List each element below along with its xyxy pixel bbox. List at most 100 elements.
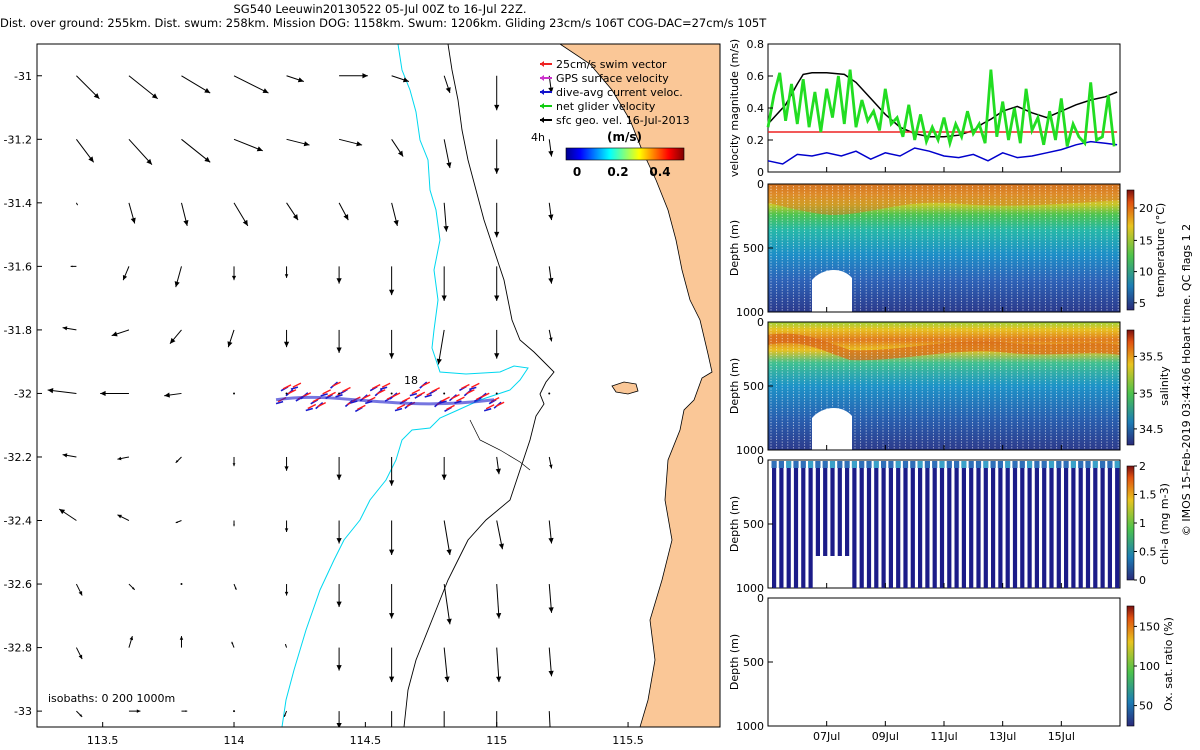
current-vector bbox=[76, 75, 100, 100]
current-vector bbox=[494, 75, 500, 111]
vector-head bbox=[548, 607, 554, 613]
colorbar-tick-label: 35 bbox=[1139, 387, 1153, 400]
current-vector bbox=[175, 520, 182, 524]
current-vector bbox=[128, 75, 159, 100]
oxygen-colorbar bbox=[1126, 605, 1135, 727]
map-ytick-label: -32.8 bbox=[4, 642, 32, 655]
track-swim-vector bbox=[466, 389, 475, 395]
chla-profile bbox=[801, 466, 806, 588]
current-vector bbox=[338, 138, 363, 147]
velocity-ytick-label: 0 bbox=[757, 166, 764, 179]
current-vector bbox=[284, 456, 289, 471]
chla-profile bbox=[932, 466, 937, 588]
track-swim-vector bbox=[381, 382, 391, 388]
vector-head bbox=[100, 390, 106, 397]
vector-head bbox=[498, 543, 504, 550]
current-vector bbox=[336, 711, 342, 727]
track-swim-vector bbox=[401, 397, 411, 403]
current-vector bbox=[494, 329, 500, 359]
current-vector bbox=[495, 456, 501, 475]
isobath-200m bbox=[281, 44, 529, 727]
current-vector bbox=[232, 456, 236, 467]
track-path bbox=[275, 395, 495, 406]
oxygen-ylabel: Depth (m) bbox=[728, 634, 741, 690]
current-vector bbox=[443, 202, 449, 232]
current-vector bbox=[286, 75, 304, 83]
chla-surface bbox=[954, 461, 960, 468]
vector-head bbox=[88, 156, 94, 163]
current-vector bbox=[443, 139, 452, 169]
isobath-1000m bbox=[403, 44, 555, 727]
colorbar-tick-label: 0 bbox=[1139, 574, 1146, 587]
current-vector bbox=[443, 583, 452, 625]
current-vector bbox=[128, 635, 134, 648]
current-vector bbox=[443, 75, 451, 94]
chla-profile bbox=[1049, 466, 1054, 588]
track-dac-vector bbox=[379, 386, 388, 391]
velocity-line-dive-avg-current bbox=[767, 140, 1118, 165]
chla-surface bbox=[1005, 461, 1011, 468]
speed-colorbar-tick-0: 0 bbox=[573, 165, 581, 179]
current-vector bbox=[284, 584, 289, 596]
vector-head bbox=[389, 734, 394, 739]
vector-head bbox=[117, 514, 122, 519]
vector-head bbox=[285, 644, 287, 646]
vector-head bbox=[336, 665, 342, 671]
vector-head bbox=[78, 654, 83, 660]
depth-ytick-label: 500 bbox=[743, 380, 764, 393]
chla-surface bbox=[786, 461, 792, 468]
current-vector bbox=[496, 647, 502, 683]
chla-surface bbox=[837, 461, 843, 468]
chla-surface bbox=[1114, 461, 1120, 468]
legend-arrowhead bbox=[540, 117, 544, 123]
chla-profile bbox=[910, 466, 915, 588]
vector-shaft bbox=[181, 138, 211, 163]
current-vector bbox=[285, 392, 288, 395]
depth-ytick-label: 1000 bbox=[736, 582, 764, 595]
chla-surface bbox=[997, 461, 1003, 468]
current-vector bbox=[495, 392, 498, 395]
current-vector bbox=[75, 647, 83, 660]
current-vector bbox=[181, 710, 188, 712]
vector-head bbox=[130, 217, 136, 224]
track-swim-vector bbox=[495, 401, 505, 407]
vector-dot bbox=[233, 710, 236, 713]
vector-head bbox=[549, 337, 553, 342]
current-vector bbox=[548, 711, 551, 727]
land-mass bbox=[560, 44, 720, 727]
chla-profile bbox=[823, 466, 828, 556]
vector-head bbox=[548, 87, 554, 94]
current-vector bbox=[58, 508, 77, 521]
current-vector bbox=[174, 266, 182, 288]
current-vector bbox=[548, 584, 554, 613]
current-vector bbox=[122, 266, 130, 281]
colorbar-tick-label: 0.5 bbox=[1139, 546, 1157, 559]
vector-dot bbox=[495, 392, 498, 395]
current-vector bbox=[548, 456, 553, 469]
colorbar-ticks: 5 10 15 20 34.5 35 35.5 0 0.5 1 1.5 2 50 100 150 bbox=[1134, 202, 1164, 713]
legend-label: sfc geo. vel. 16-Jul-2013 bbox=[556, 114, 690, 127]
chla-surface bbox=[924, 461, 930, 468]
depth-ytick-label: 0 bbox=[757, 592, 764, 605]
current-vector bbox=[227, 329, 235, 348]
chla-surface bbox=[1070, 461, 1076, 468]
current-vector bbox=[231, 266, 237, 281]
vector-head bbox=[362, 73, 368, 79]
vector-head bbox=[494, 231, 500, 238]
chla-surface bbox=[1041, 461, 1047, 468]
vector-dot bbox=[180, 583, 183, 586]
coast-inner-detail bbox=[469, 419, 531, 471]
chla-surface bbox=[881, 461, 887, 468]
date-tick-label: 15Jul bbox=[1048, 730, 1075, 743]
temperature-surface-warm bbox=[768, 184, 1120, 215]
vector-head bbox=[70, 265, 73, 268]
chla-surface bbox=[793, 461, 799, 468]
map-xtick-label: 114.5 bbox=[350, 734, 382, 747]
chla-profile bbox=[1093, 466, 1098, 588]
current-vector bbox=[181, 138, 211, 163]
chla-surface bbox=[1092, 461, 1098, 468]
chla-profile bbox=[772, 466, 777, 588]
vector-shaft bbox=[443, 520, 451, 556]
colorbar-tick-label: 100 bbox=[1139, 660, 1160, 673]
